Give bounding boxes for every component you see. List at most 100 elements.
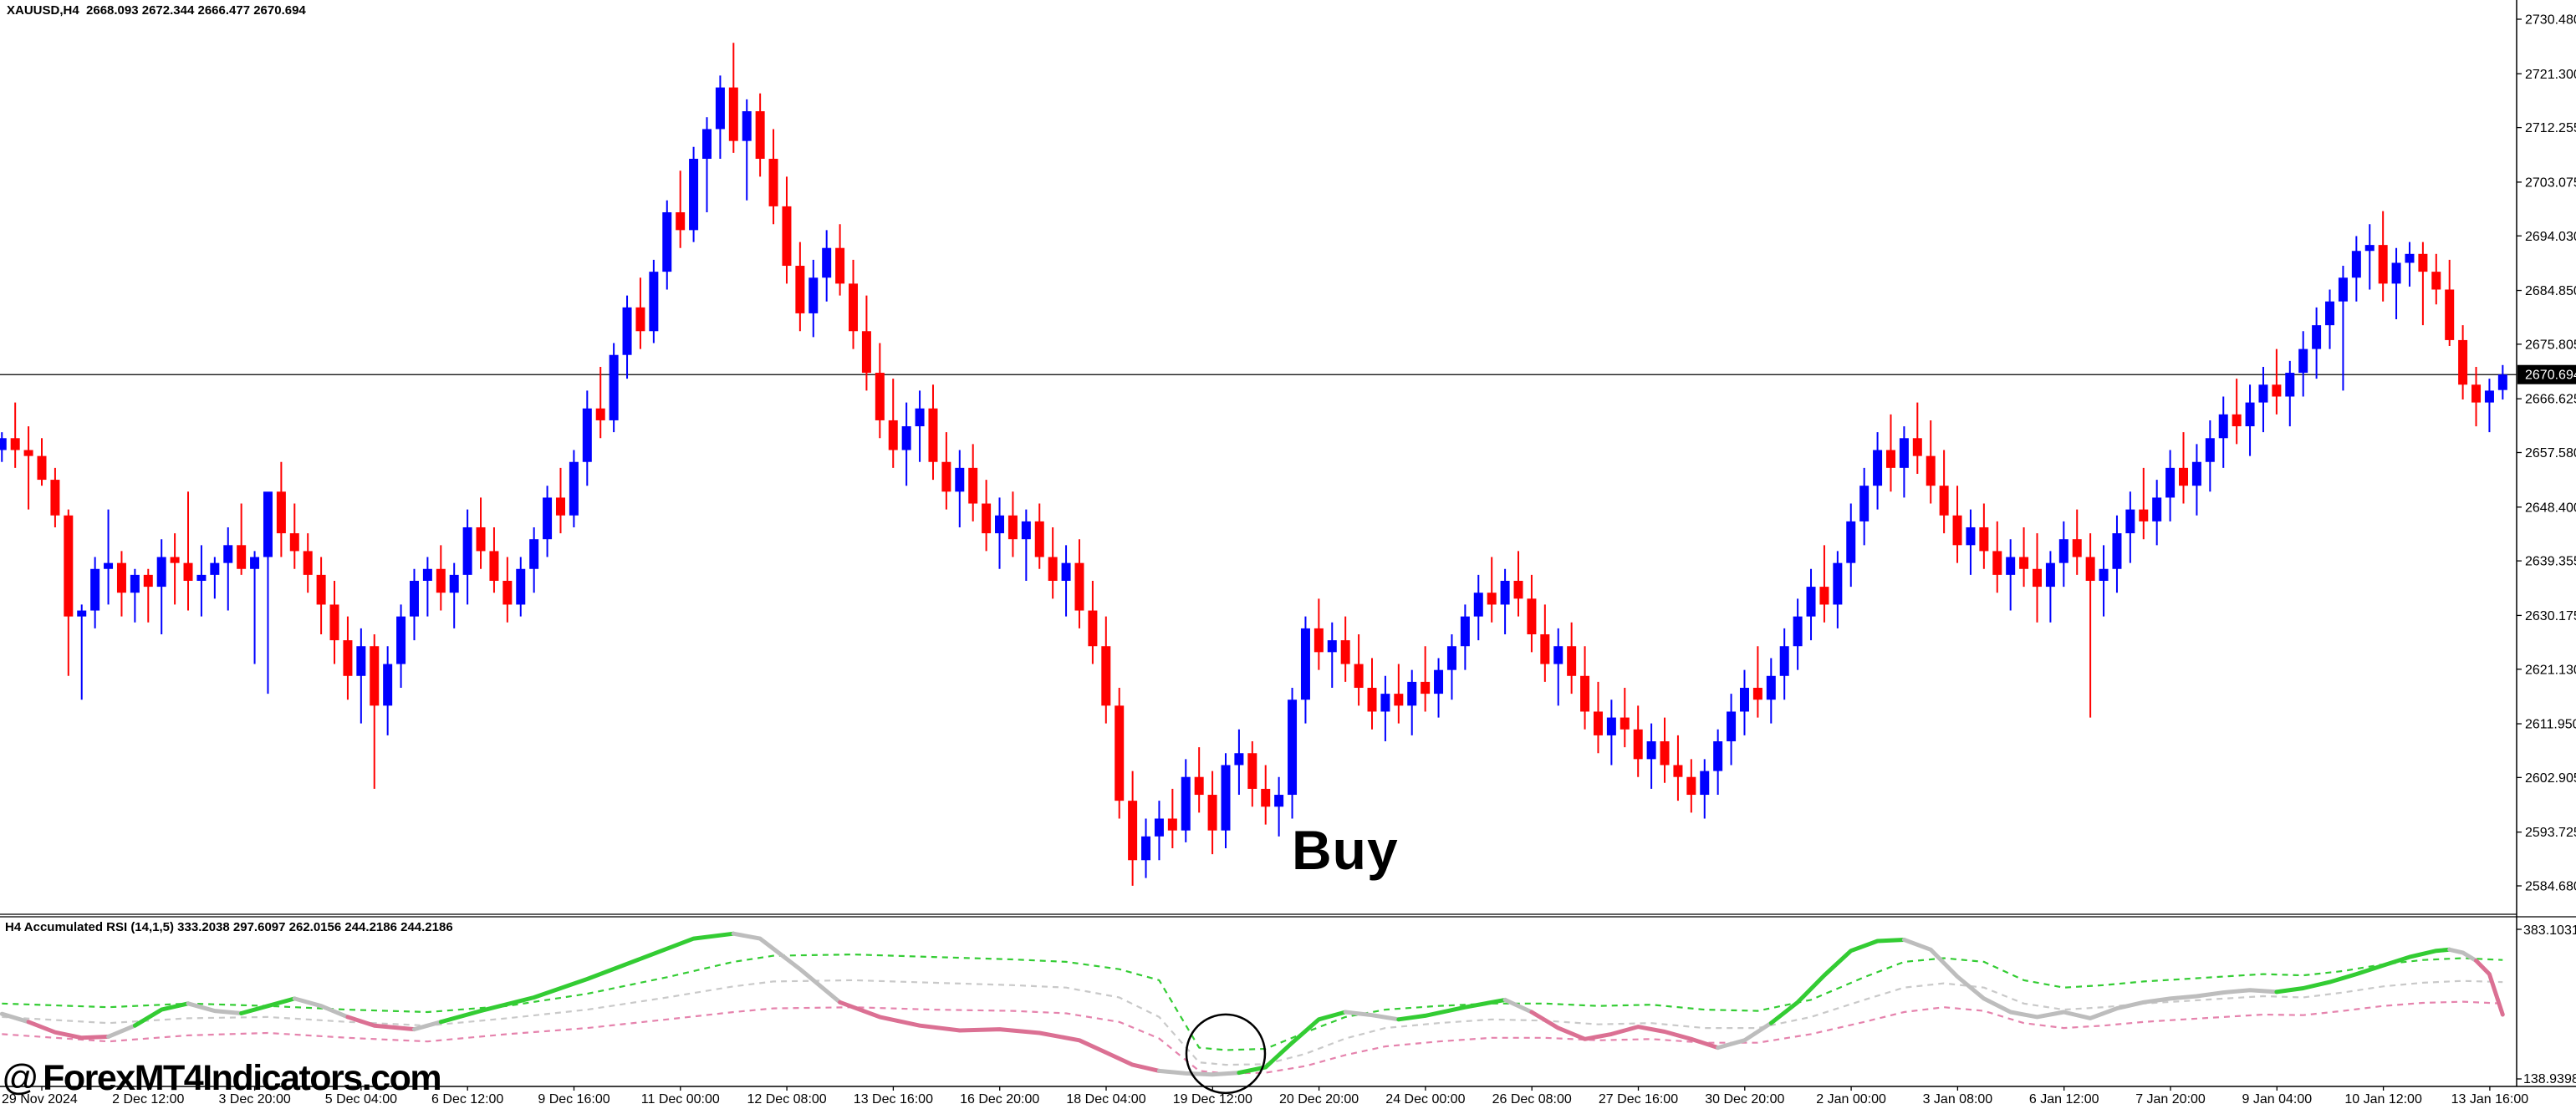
indicator-main-line-green — [1396, 997, 1507, 1022]
indicator-lower-band-line — [2, 1000, 2503, 1075]
price-axis-label: 2721.300 — [2525, 68, 2576, 82]
time-axis-label: 16 Dec 20:00 — [960, 1092, 1039, 1106]
candle-body — [2258, 384, 2268, 403]
candle-body — [2139, 509, 2149, 521]
indicator-axis[interactable]: 383.1031 138.9398 — [2517, 923, 2576, 1086]
candle-body — [383, 664, 393, 706]
candle-body — [196, 574, 207, 581]
candle-body — [156, 557, 166, 588]
candle-body — [1899, 438, 1909, 468]
candle-body — [1580, 675, 1590, 712]
price-axis-label: 2621.130 — [2525, 663, 2576, 677]
candle-body — [2391, 262, 2401, 284]
time-axis-label: 13 Dec 16:00 — [854, 1092, 933, 1106]
indicator-main-line-pink — [1529, 1010, 1721, 1050]
watermark: @ ForexMT4Indicators.com — [2, 1060, 442, 1096]
indicator-main-line-gray — [1343, 1010, 1401, 1022]
candle-body — [90, 568, 100, 611]
indicator-main-line-gray — [2447, 947, 2478, 963]
candle-body — [489, 551, 499, 581]
indicator-main-line-pink — [26, 1020, 111, 1040]
time-axis-label: 30 Dec 20:00 — [1705, 1092, 1784, 1106]
candle-body — [2152, 497, 2162, 521]
candle-body — [609, 354, 619, 420]
candle-body — [1367, 688, 1377, 712]
candle-body — [1873, 450, 1883, 486]
indicator-main-line-gray — [1901, 938, 2279, 1020]
buy-text-annotation[interactable]: Buy — [1292, 819, 1399, 881]
candle-body — [1154, 818, 1164, 837]
candle-body — [1261, 788, 1271, 807]
circle-annotation[interactable] — [1185, 1013, 1267, 1095]
candle-body — [982, 503, 992, 534]
candle-body — [1885, 450, 1895, 468]
candle-body — [1660, 741, 1670, 766]
candle-body — [2272, 384, 2282, 397]
candle-body — [1354, 664, 1364, 689]
indicator-main-line-gray — [412, 1020, 443, 1032]
candle-body — [1513, 580, 1523, 599]
price-axis-label: 2730.480 — [2525, 13, 2576, 28]
candle-body — [2125, 509, 2135, 534]
candle-body — [303, 551, 313, 575]
candle-body — [1553, 646, 1563, 664]
time-axis-label: 9 Dec 16:00 — [538, 1092, 610, 1106]
candle-body — [2364, 245, 2375, 252]
candle-body — [1181, 776, 1191, 831]
candle-body — [370, 646, 380, 706]
candle-body — [2099, 568, 2109, 581]
candle-body — [768, 159, 778, 206]
candle-body — [1673, 765, 1683, 777]
time-axis-label: 20 Dec 20:00 — [1279, 1092, 1359, 1106]
price-axis-label: 2703.075 — [2525, 176, 2576, 190]
candle-body — [2298, 348, 2308, 374]
candle-body — [1979, 527, 1989, 552]
candle-body — [1421, 681, 1431, 694]
candle-body — [2019, 557, 2029, 569]
candle-body — [1247, 753, 1257, 789]
candle-body — [1992, 551, 2002, 575]
candle-body — [1819, 587, 1829, 605]
candle-body — [1713, 741, 1723, 771]
candle-body — [689, 159, 699, 231]
time-axis-label: 12 Dec 08:00 — [747, 1092, 827, 1106]
price-axis-label: 2712.255 — [2525, 121, 2576, 135]
candle-body — [1846, 521, 1856, 563]
candles — [0, 43, 2507, 886]
price-axis[interactable]: 2730.480 2721.300 2712.255 2703.075 2694.030… — [2517, 13, 2576, 894]
candle-body — [728, 87, 738, 141]
price-axis-label: 2675.805 — [2525, 338, 2576, 352]
candle-body — [1739, 688, 1749, 712]
candle-body — [0, 438, 7, 450]
candle-body — [2072, 539, 2082, 557]
candle-body — [516, 568, 526, 605]
candle-body — [941, 461, 951, 492]
indicator-main-line-gray — [292, 996, 350, 1020]
candle-body — [1527, 598, 1537, 634]
indicator-main-line-green — [2274, 947, 2452, 995]
candle-body — [2218, 414, 2228, 439]
indicator-axis-label: 138.9398 — [2523, 1072, 2576, 1086]
candle-body — [1074, 562, 1084, 611]
candle-body — [1460, 616, 1470, 647]
candle-body — [861, 331, 871, 374]
candle-body — [1380, 694, 1390, 712]
time-axis-label: 6 Jan 12:00 — [2029, 1092, 2099, 1106]
time-axis-label: 3 Jan 08:00 — [1923, 1092, 1993, 1106]
candle-body — [635, 307, 645, 332]
candle-body — [1912, 438, 1922, 456]
candle-body — [2232, 414, 2242, 427]
candle-body — [1340, 640, 1350, 664]
candle-body — [462, 527, 472, 575]
candle-body — [1793, 616, 1803, 647]
indicator-main-line-gray — [106, 1023, 137, 1039]
candle-body — [2497, 374, 2507, 390]
time-axis-label: 26 Dec 08:00 — [1492, 1092, 1572, 1106]
candle-body — [1234, 753, 1244, 766]
candle-body — [37, 455, 47, 481]
candle-body — [116, 562, 126, 593]
time-axis[interactable]: 29 Nov 2024 2 Dec 12:00 3 Dec 20:00 5 Dec 0… — [2, 1086, 2528, 1106]
candle-body — [901, 426, 911, 450]
candle-body — [104, 562, 114, 569]
